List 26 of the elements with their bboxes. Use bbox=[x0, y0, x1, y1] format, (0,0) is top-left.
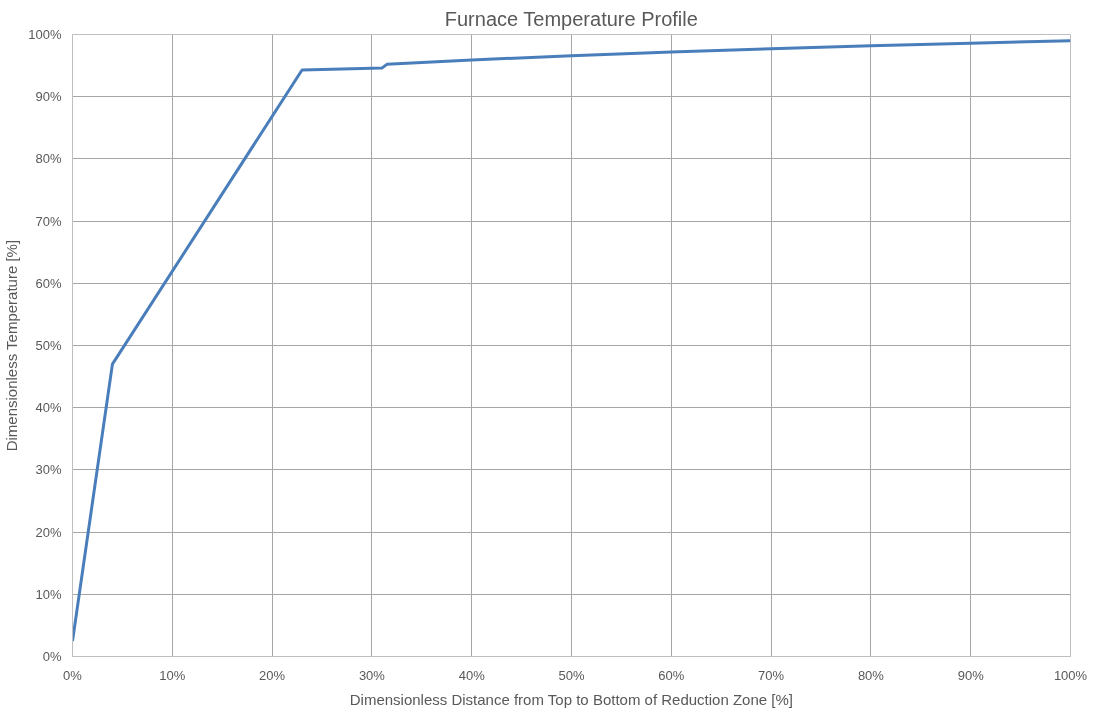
x-tick-label: 100% bbox=[1053, 667, 1088, 683]
x-tick-label: 0% bbox=[63, 667, 83, 683]
y-tick-label: 30% bbox=[35, 462, 62, 478]
x-tick-label: 70% bbox=[758, 667, 785, 683]
y-tick-label: 40% bbox=[35, 400, 62, 416]
y-tick-label: 10% bbox=[35, 586, 62, 602]
chart-title: Furnace Temperature Profile bbox=[444, 7, 698, 30]
line-series bbox=[72, 39, 1071, 643]
x-tick-label: 10% bbox=[159, 667, 186, 683]
x-tick-label: 80% bbox=[857, 667, 885, 683]
y-tick-label: 20% bbox=[35, 524, 62, 540]
x-tick-label: 20% bbox=[259, 667, 286, 683]
x-tick-label: 30% bbox=[358, 667, 386, 683]
y-tick-label: 90% bbox=[35, 89, 62, 105]
y-tick-label: 60% bbox=[35, 275, 62, 291]
y-axis-title: Dimensionless Temperature [%] bbox=[3, 239, 21, 452]
x-tick-label: 90% bbox=[957, 667, 985, 683]
x-tick-label: 50% bbox=[558, 667, 585, 683]
y-tick-label: 50% bbox=[35, 338, 62, 353]
y-tick-label: 70% bbox=[35, 213, 62, 229]
x-tick-label: 60% bbox=[658, 667, 685, 683]
y-tick-label: 0% bbox=[42, 649, 62, 664]
y-tick-label: 100% bbox=[28, 27, 62, 42]
x-tick-label: 40% bbox=[458, 667, 486, 683]
y-tick-label: 80% bbox=[35, 151, 62, 167]
x-axis-title: Dimensionless Distance from Top to Bottom of Reduction Zone [%] bbox=[349, 690, 793, 708]
